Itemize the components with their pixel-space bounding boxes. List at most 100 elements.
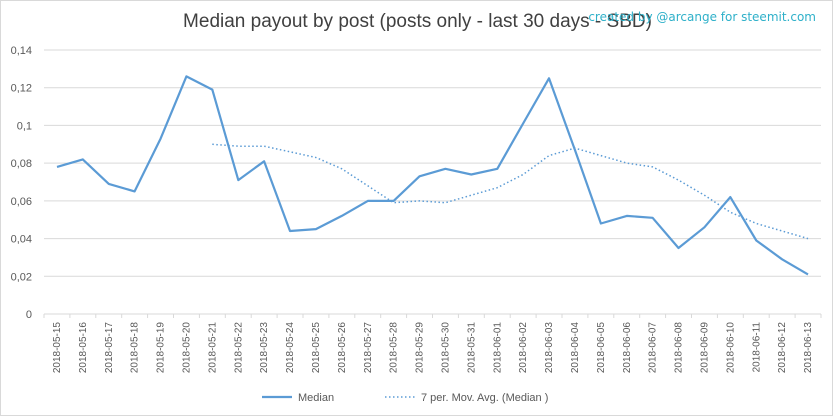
x-tick-label: 2018-05-25 xyxy=(311,322,322,374)
x-tick-label: 2018-05-17 xyxy=(104,322,115,374)
moving-average-point xyxy=(729,211,731,213)
moving-average-point xyxy=(367,185,369,187)
median-point xyxy=(496,168,498,170)
legend-median-label: Median xyxy=(298,392,334,404)
moving-average-point xyxy=(807,238,809,240)
median-point xyxy=(574,149,576,151)
x-tick-label: 2018-06-10 xyxy=(725,322,736,374)
x-tick-label: 2018-05-23 xyxy=(259,322,270,374)
x-tick-label: 2018-05-19 xyxy=(156,322,167,374)
median-point xyxy=(419,175,421,177)
x-tick-label: 2018-06-07 xyxy=(648,322,659,374)
moving-average-point xyxy=(574,147,576,149)
median-point xyxy=(185,75,187,77)
median-point xyxy=(678,247,680,249)
median-point xyxy=(82,158,84,160)
y-tick-label: 0,08 xyxy=(11,158,32,170)
x-tick-label: 2018-05-22 xyxy=(233,322,244,374)
moving-average-point xyxy=(393,202,395,204)
x-tick-label: 2018-05-20 xyxy=(181,322,192,374)
median-point xyxy=(315,228,317,230)
median-point xyxy=(108,183,110,185)
median-point xyxy=(807,273,809,275)
y-tick-label: 0,14 xyxy=(11,45,32,57)
median-point xyxy=(470,173,472,175)
y-tick-label: 0,06 xyxy=(11,196,32,208)
x-tick-label: 2018-06-11 xyxy=(751,322,762,373)
moving-average-point xyxy=(341,168,343,170)
median-point xyxy=(393,200,395,202)
moving-average-point xyxy=(470,194,472,196)
moving-average-point xyxy=(237,145,239,147)
moving-average-point xyxy=(289,151,291,153)
moving-average-point xyxy=(419,200,421,202)
x-tick-label: 2018-06-13 xyxy=(803,322,814,374)
y-tick-label: 0,04 xyxy=(11,234,32,246)
median-point xyxy=(211,89,213,91)
x-tick-label: 2018-06-08 xyxy=(674,322,685,374)
y-tick-label: 0,02 xyxy=(11,271,32,283)
median-point xyxy=(237,179,239,181)
x-tick-label: 2018-06-01 xyxy=(492,322,503,374)
median-point xyxy=(626,215,628,217)
moving-average-point xyxy=(678,179,680,181)
median-point xyxy=(548,77,550,79)
moving-average-point xyxy=(315,156,317,158)
x-tick-label: 2018-05-16 xyxy=(78,322,89,374)
x-tick-label: 2018-06-06 xyxy=(622,322,633,374)
credit-text: created by @arcange for steemit.com xyxy=(588,10,816,24)
x-tick-label: 2018-06-03 xyxy=(544,322,555,374)
median-point xyxy=(755,239,757,241)
moving-average-point xyxy=(781,230,783,232)
moving-average-point xyxy=(703,194,705,196)
median-point xyxy=(56,166,58,168)
moving-average-point xyxy=(444,202,446,204)
x-tick-label: 2018-06-04 xyxy=(570,322,581,374)
x-tick-label: 2018-05-15 xyxy=(52,322,63,374)
y-tick-label: 0,12 xyxy=(11,83,32,95)
moving-average-point xyxy=(652,166,654,168)
x-tick-label: 2018-05-27 xyxy=(363,322,374,374)
chart-title: Median payout by post (posts only - last… xyxy=(183,11,652,32)
median-point xyxy=(134,190,136,192)
x-tick-label: 2018-05-21 xyxy=(207,322,218,374)
moving-average-point xyxy=(755,222,757,224)
median-point xyxy=(444,168,446,170)
x-tick-label: 2018-06-05 xyxy=(596,322,607,374)
median-point xyxy=(729,196,731,198)
median-line xyxy=(56,75,809,276)
median-point xyxy=(600,222,602,224)
x-tick-label: 2018-05-30 xyxy=(440,322,451,374)
median-point xyxy=(703,226,705,228)
median-point xyxy=(160,138,162,140)
median-point xyxy=(289,230,291,232)
x-tick-label: 2018-05-18 xyxy=(130,322,141,374)
moving-average-point xyxy=(211,143,213,145)
moving-average-point xyxy=(626,162,628,164)
x-tick-label: 2018-06-09 xyxy=(699,322,710,374)
moving-average-point xyxy=(600,155,602,157)
x-tick-label: 2018-05-28 xyxy=(389,322,400,374)
y-tick-label: 0 xyxy=(26,309,32,321)
moving-average-point xyxy=(548,155,550,157)
x-tick-label: 2018-06-02 xyxy=(518,322,529,374)
y-tick-label: 0,1 xyxy=(17,120,32,132)
x-tick-label: 2018-05-24 xyxy=(285,322,296,374)
x-tick-label: 2018-05-29 xyxy=(415,322,426,374)
x-tick-label: 2018-05-31 xyxy=(466,322,477,374)
median-point xyxy=(341,215,343,217)
moving-average-line xyxy=(212,143,809,240)
moving-average-point xyxy=(522,173,524,175)
x-tick-label: 2018-06-12 xyxy=(777,322,788,374)
median-point xyxy=(781,258,783,260)
median-point xyxy=(652,217,654,219)
x-tick-label: 2018-05-26 xyxy=(337,322,348,374)
moving-average-point xyxy=(263,145,265,147)
median-point xyxy=(522,123,524,125)
median-point xyxy=(263,160,265,162)
moving-average-point xyxy=(496,187,498,189)
legend-moving-average-label: 7 per. Mov. Avg. (Median ) xyxy=(421,392,548,404)
median-point xyxy=(367,200,369,202)
